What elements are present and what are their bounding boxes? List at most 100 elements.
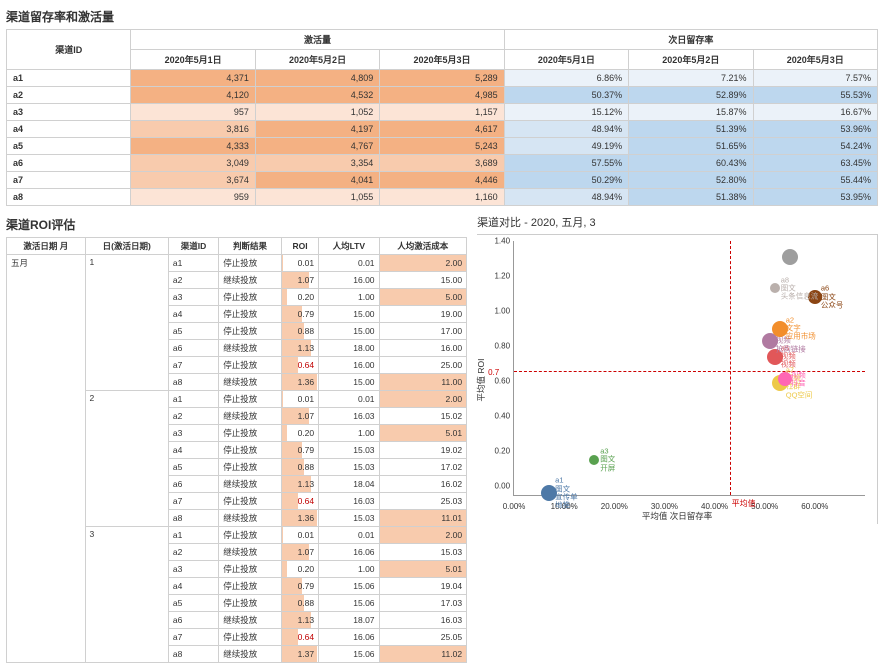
channel-id: a8	[7, 189, 131, 206]
roi-cost: 11.00	[379, 374, 467, 391]
day-cell: 2	[85, 391, 168, 527]
roi-ltv: 15.06	[319, 595, 379, 612]
retention-table: 渠道ID 激活量 次日留存率 2020年5月1日2020年5月2日2020年5月…	[6, 29, 878, 206]
channel-id: a7	[7, 172, 131, 189]
activation-cell: 3,049	[131, 155, 255, 172]
retention-cell: 57.55%	[504, 155, 628, 172]
roi-cost: 15.00	[379, 272, 467, 289]
retention-cell: 49.19%	[504, 138, 628, 155]
date-header: 2020年5月3日	[380, 50, 504, 70]
channel-id: a3	[7, 104, 131, 121]
roi-title: 渠道ROI评估	[6, 216, 467, 233]
retention-cell: 50.37%	[504, 87, 628, 104]
roi-value: 1.07	[281, 272, 318, 289]
roi-cost: 11.01	[379, 510, 467, 527]
scatter-point[interactable]	[782, 249, 798, 265]
y-tick: 0.20	[484, 446, 510, 455]
scatter-label: a2文字应用市场	[786, 316, 816, 341]
roi-header: 判断结果	[219, 238, 282, 255]
roi-judge: 停止投放	[219, 578, 282, 595]
x-tick: 20.00%	[601, 502, 628, 511]
roi-cost: 15.03	[379, 544, 467, 561]
roi-cost: 11.02	[379, 646, 467, 663]
roi-ltv: 16.06	[319, 629, 379, 646]
retention-cell: 53.96%	[753, 121, 877, 138]
activation-cell: 3,354	[255, 155, 379, 172]
roi-value: 1.36	[281, 510, 318, 527]
roi-value: 0.01	[281, 391, 318, 408]
y-tick: 1.40	[484, 236, 510, 245]
roi-value: 1.13	[281, 340, 318, 357]
roi-channel: a2	[168, 272, 218, 289]
retention-cell: 51.38%	[629, 189, 753, 206]
roi-judge: 停止投放	[219, 425, 282, 442]
roi-channel: a1	[168, 527, 218, 544]
roi-header: 渠道ID	[168, 238, 218, 255]
roi-judge: 停止投放	[219, 629, 282, 646]
activation-cell: 4,120	[131, 87, 255, 104]
roi-value: 0.01	[281, 255, 318, 272]
corner-header: 渠道ID	[7, 30, 131, 70]
roi-channel: a6	[168, 612, 218, 629]
activation-cell: 4,985	[380, 87, 504, 104]
date-header: 2020年5月2日	[629, 50, 753, 70]
channel-id: a4	[7, 121, 131, 138]
roi-value: 1.13	[281, 612, 318, 629]
activation-cell: 4,041	[255, 172, 379, 189]
roi-channel: a8	[168, 510, 218, 527]
channel-id: a1	[7, 70, 131, 87]
roi-cost: 19.00	[379, 306, 467, 323]
roi-value: 0.79	[281, 442, 318, 459]
activation-cell: 5,289	[380, 70, 504, 87]
scatter-point[interactable]	[770, 283, 780, 293]
roi-channel: a4	[168, 578, 218, 595]
roi-ltv: 16.06	[319, 544, 379, 561]
roi-channel: a5	[168, 323, 218, 340]
top-title: 渠道留存率和激活量	[6, 8, 878, 25]
roi-channel: a6	[168, 476, 218, 493]
roi-ltv: 18.04	[319, 476, 379, 493]
retention-cell: 48.94%	[504, 121, 628, 138]
roi-ltv: 1.00	[319, 289, 379, 306]
retention-cell: 54.24%	[753, 138, 877, 155]
roi-channel: a5	[168, 459, 218, 476]
roi-ltv: 15.00	[319, 306, 379, 323]
month-cell: 五月	[7, 255, 86, 663]
roi-judge: 继续投放	[219, 476, 282, 493]
roi-judge: 停止投放	[219, 561, 282, 578]
activation-cell: 3,674	[131, 172, 255, 189]
scatter-point[interactable]	[778, 372, 792, 386]
activation-cell: 3,689	[380, 155, 504, 172]
y-tick: 0.40	[484, 411, 510, 420]
roi-channel: a4	[168, 306, 218, 323]
activation-cell: 1,055	[255, 189, 379, 206]
roi-channel: a7	[168, 357, 218, 374]
date-header: 2020年5月1日	[131, 50, 255, 70]
activation-cell: 1,052	[255, 104, 379, 121]
roi-ltv: 16.03	[319, 408, 379, 425]
activation-cell: 4,809	[255, 70, 379, 87]
roi-cost: 2.00	[379, 255, 467, 272]
roi-channel: a3	[168, 289, 218, 306]
retention-cell: 6.86%	[504, 70, 628, 87]
date-header: 2020年5月2日	[255, 50, 379, 70]
roi-cost: 19.04	[379, 578, 467, 595]
scatter-chart[interactable]: 平均值 ROI 0.000.200.400.600.801.001.201.40…	[477, 234, 878, 524]
roi-channel: a4	[168, 442, 218, 459]
roi-cost: 5.01	[379, 425, 467, 442]
retention-cell: 16.67%	[753, 104, 877, 121]
activation-cell: 4,532	[255, 87, 379, 104]
retention-cell: 51.39%	[629, 121, 753, 138]
scatter-point[interactable]	[589, 455, 599, 465]
roi-judge: 停止投放	[219, 527, 282, 544]
roi-cost: 19.02	[379, 442, 467, 459]
roi-judge: 停止投放	[219, 442, 282, 459]
roi-value: 0.01	[281, 527, 318, 544]
roi-channel: a3	[168, 561, 218, 578]
roi-channel: a6	[168, 340, 218, 357]
retention-cell: 7.57%	[753, 70, 877, 87]
channel-id: a2	[7, 87, 131, 104]
activation-cell: 1,157	[380, 104, 504, 121]
roi-cost: 2.00	[379, 527, 467, 544]
scatter-label: a6图文公众号	[821, 285, 844, 310]
